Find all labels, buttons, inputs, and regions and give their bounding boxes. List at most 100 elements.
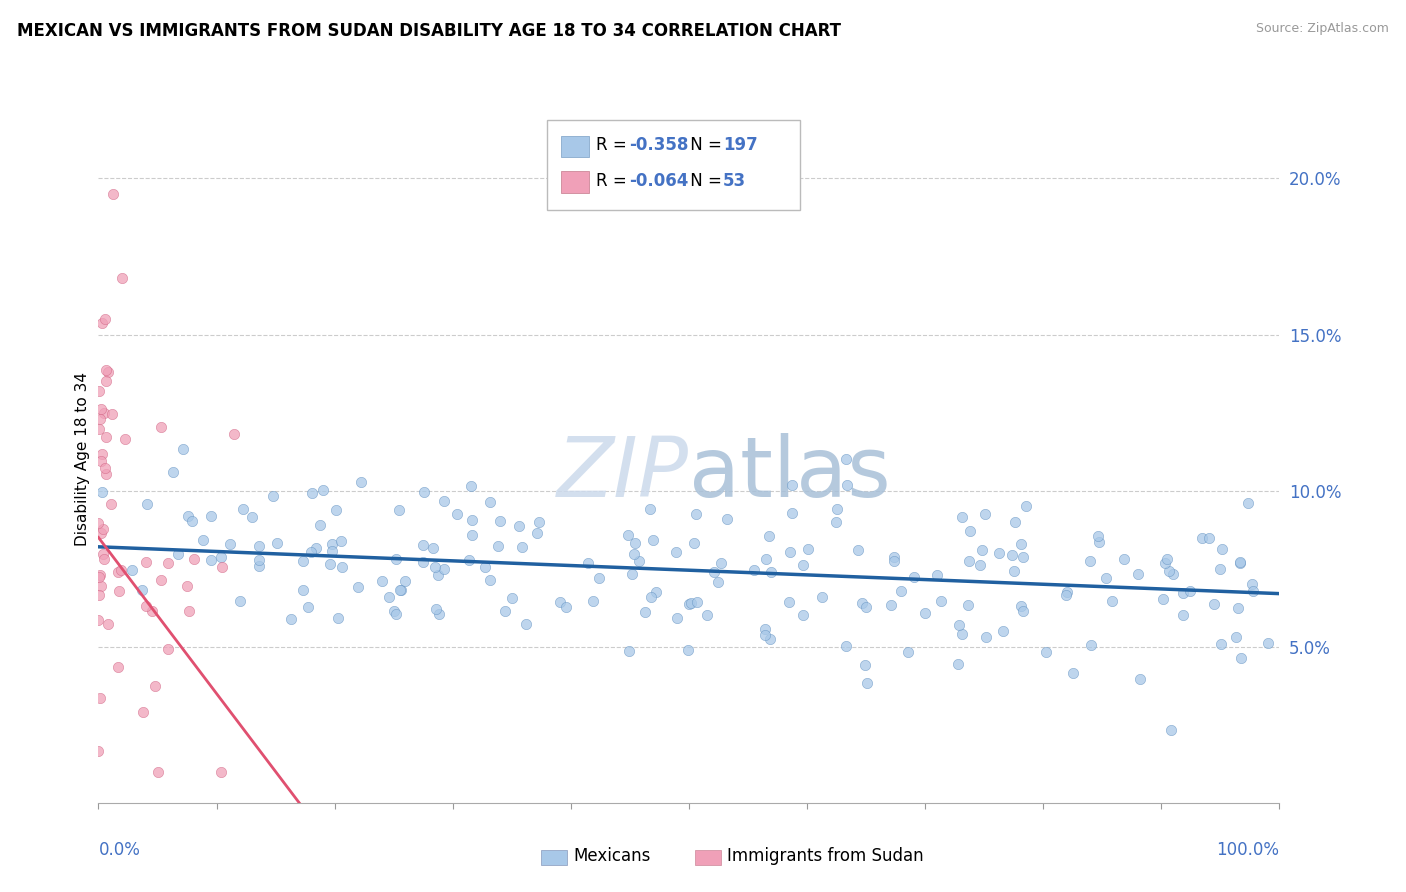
- Point: [501, 591, 523, 605]
- Point: [957, 553, 980, 567]
- Point: [427, 568, 450, 582]
- Point: [425, 602, 447, 616]
- Point: [1154, 556, 1177, 570]
- Point: [686, 595, 709, 609]
- Bar: [541, 849, 567, 864]
- Point: [1209, 637, 1232, 651]
- Point: [948, 657, 970, 672]
- Point: [94, 362, 117, 376]
- Point: [111, 271, 134, 285]
- Point: [478, 494, 501, 508]
- Point: [742, 563, 765, 577]
- Point: [1015, 499, 1038, 513]
- Point: [486, 539, 509, 553]
- Point: [1101, 594, 1123, 608]
- Point: [548, 595, 571, 609]
- Text: 53: 53: [723, 172, 747, 190]
- Point: [100, 497, 122, 511]
- Point: [883, 549, 905, 564]
- Point: [200, 509, 222, 524]
- Point: [329, 533, 352, 548]
- Point: [280, 612, 302, 626]
- Point: [90, 579, 112, 593]
- Point: [412, 555, 434, 569]
- Point: [616, 527, 638, 541]
- Point: [292, 554, 315, 568]
- Point: [183, 552, 205, 566]
- Point: [97, 365, 120, 379]
- Text: ZIP: ZIP: [557, 433, 689, 514]
- Point: [90, 454, 112, 468]
- Point: [228, 593, 250, 607]
- Point: [759, 566, 782, 580]
- Point: [508, 519, 530, 533]
- Point: [94, 374, 117, 388]
- Point: [461, 528, 484, 542]
- Point: [1225, 631, 1247, 645]
- Point: [515, 616, 537, 631]
- Point: [101, 187, 124, 202]
- Point: [200, 553, 222, 567]
- Point: [457, 552, 479, 566]
- Point: [108, 584, 131, 599]
- Point: [114, 432, 136, 446]
- Point: [665, 545, 688, 559]
- Point: [489, 514, 512, 528]
- Y-axis label: Disability Age 18 to 34: Disability Age 18 to 34: [75, 372, 90, 547]
- Point: [172, 442, 194, 456]
- Point: [1080, 638, 1102, 652]
- Point: [87, 516, 110, 531]
- Point: [1240, 577, 1263, 591]
- Point: [929, 594, 952, 608]
- Point: [1035, 645, 1057, 659]
- Point: [87, 422, 110, 436]
- Point: [883, 554, 905, 568]
- Point: [1062, 665, 1084, 680]
- Point: [846, 543, 869, 558]
- Point: [1230, 651, 1253, 665]
- Point: [969, 558, 991, 573]
- Point: [1229, 556, 1251, 570]
- Point: [479, 573, 502, 587]
- Point: [146, 764, 169, 779]
- Point: [623, 547, 645, 561]
- Point: [972, 543, 994, 558]
- Point: [247, 539, 270, 553]
- Point: [925, 568, 948, 582]
- Point: [209, 550, 232, 565]
- Point: [423, 560, 446, 574]
- Point: [388, 583, 411, 598]
- Point: [621, 567, 644, 582]
- Point: [1011, 604, 1033, 618]
- Point: [582, 594, 605, 608]
- Point: [619, 643, 641, 657]
- Point: [96, 430, 118, 444]
- Point: [1208, 562, 1230, 576]
- Point: [156, 642, 179, 657]
- Point: [811, 590, 834, 604]
- Point: [682, 536, 704, 550]
- Point: [180, 514, 202, 528]
- Point: [412, 485, 434, 500]
- Point: [301, 486, 323, 500]
- Point: [93, 552, 115, 566]
- Point: [266, 536, 288, 550]
- Point: [1173, 586, 1195, 600]
- Point: [97, 617, 120, 632]
- Point: [855, 600, 877, 615]
- Point: [177, 604, 200, 618]
- Point: [1211, 542, 1233, 557]
- Point: [880, 598, 903, 612]
- Point: [588, 571, 610, 585]
- Point: [1001, 548, 1024, 562]
- Point: [121, 563, 143, 577]
- Point: [779, 545, 801, 559]
- Point: [710, 556, 733, 570]
- Point: [759, 632, 782, 646]
- Point: [1241, 583, 1264, 598]
- Point: [634, 605, 657, 619]
- Point: [167, 547, 190, 561]
- Point: [89, 690, 111, 705]
- Point: [957, 598, 980, 612]
- Point: [1002, 564, 1025, 578]
